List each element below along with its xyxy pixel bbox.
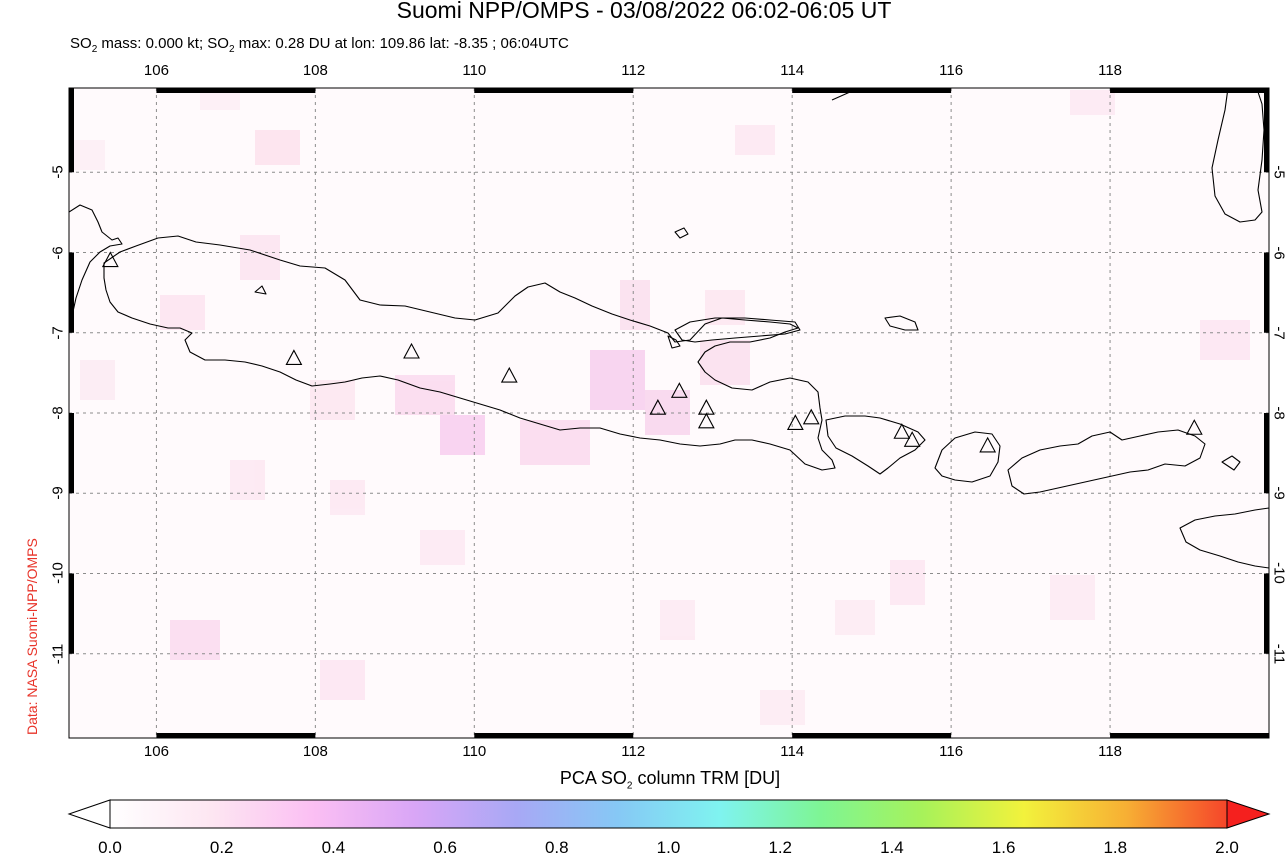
colorbar-over-arrow bbox=[1226, 799, 1271, 829]
lon-tick-label-top: 108 bbox=[302, 62, 328, 79]
lon-tick-label-bottom: 118 bbox=[1098, 743, 1123, 760]
triangle-icon bbox=[101, 251, 119, 268]
lat-tick-label-right: -8 bbox=[1270, 406, 1288, 420]
colorbar-tick-label: 2.0 bbox=[1215, 838, 1239, 857]
lat-tick-label-right: -5 bbox=[1270, 165, 1288, 179]
colorbar-tick-label: 0.2 bbox=[209, 838, 234, 857]
frame-band-left bbox=[69, 413, 74, 494]
map-grid bbox=[69, 88, 1269, 738]
triangle-icon bbox=[1185, 419, 1203, 435]
frame-band-right bbox=[1264, 88, 1269, 173]
coastlines bbox=[69, 88, 1269, 569]
java-coast bbox=[103, 235, 836, 471]
lon-tick-label-bottom: 114 bbox=[780, 743, 805, 760]
frame-band-bottom bbox=[1110, 733, 1269, 738]
triangle-icon bbox=[786, 414, 804, 430]
lon-tick-label-top: 106 bbox=[143, 62, 169, 79]
triangle-icon bbox=[670, 382, 688, 398]
colorbar-tick-label: 0.6 bbox=[433, 838, 457, 857]
triangle-icon bbox=[802, 408, 820, 425]
colorbar bbox=[67, 799, 1271, 829]
volcano-layer bbox=[101, 251, 1203, 453]
triangle-icon bbox=[403, 342, 420, 359]
lat-tick-label-right: -7 bbox=[1270, 326, 1288, 340]
lon-tick-label-top: 114 bbox=[780, 62, 805, 79]
lon-tick-label-bottom: 106 bbox=[143, 743, 169, 760]
lat-tick-label-left: -11 bbox=[49, 643, 67, 665]
triangle-icon bbox=[903, 431, 921, 447]
triangle-icon bbox=[893, 423, 911, 439]
lat-tick-label-right: -11 bbox=[1270, 643, 1288, 665]
colorbar-title: PCA SO2 column TRM [DU] bbox=[559, 768, 781, 792]
colorbar-tick-label: 1.8 bbox=[1103, 838, 1128, 857]
frame-band-top bbox=[792, 88, 952, 93]
frame-band-right bbox=[1264, 573, 1269, 654]
frame-band-bottom bbox=[474, 733, 634, 738]
triangle-icon bbox=[979, 436, 997, 453]
island-surabaya bbox=[667, 335, 681, 349]
triangle-icon bbox=[285, 349, 303, 365]
colorbar-bar bbox=[109, 799, 1228, 829]
island-thousand bbox=[254, 285, 267, 295]
frame-band-left bbox=[69, 573, 74, 654]
colorbar-under-arrow bbox=[67, 799, 111, 829]
bali-coast bbox=[825, 415, 926, 475]
lon-tick-label-bottom: 116 bbox=[939, 743, 964, 760]
lat-tick-label-right: -10 bbox=[1270, 562, 1288, 585]
sumba-coast bbox=[1179, 507, 1269, 569]
island-komodo bbox=[1221, 455, 1241, 471]
sumbawa-coast bbox=[1007, 429, 1206, 495]
colorbar-tick-label: 0.4 bbox=[321, 838, 346, 857]
lat-tick-label-left: -8 bbox=[49, 406, 67, 420]
map-subtitle: SO2 mass: 0.000 kt; SO2 max: 0.28 DU at … bbox=[70, 35, 569, 55]
borneo-coast-2 bbox=[1211, 88, 1265, 223]
lat-tick-label-left: -7 bbox=[49, 326, 67, 340]
colorbar-tick-label: 1.0 bbox=[656, 838, 681, 857]
frame-band-top bbox=[156, 88, 316, 93]
frame-band-bottom bbox=[792, 733, 952, 738]
lat-tick-label-left: -6 bbox=[49, 245, 67, 260]
colorbar-tick-label: 1.4 bbox=[880, 838, 904, 857]
colorbar-tick-label: 1.6 bbox=[991, 838, 1016, 857]
frame-band-left bbox=[69, 252, 74, 333]
lat-tick-label-right: -9 bbox=[1270, 486, 1288, 500]
frame-band-left bbox=[69, 88, 74, 173]
island-kangean bbox=[884, 315, 919, 331]
lon-tick-label-bottom: 110 bbox=[462, 743, 487, 760]
lon-tick-label-top: 110 bbox=[462, 62, 487, 79]
frame-band-bottom bbox=[156, 733, 316, 738]
triangle-icon bbox=[649, 399, 667, 415]
lat-tick-label-left: -10 bbox=[49, 562, 67, 585]
frame-band-right bbox=[1264, 413, 1269, 494]
madura-coast bbox=[674, 317, 801, 343]
colorbar-tick-label: 0.0 bbox=[98, 838, 122, 857]
lombok-coast bbox=[934, 431, 1001, 483]
map-frame bbox=[68, 87, 1270, 739]
lon-tick-label-top: 112 bbox=[621, 62, 646, 79]
island-karimunjawa bbox=[674, 227, 689, 239]
triangle-icon bbox=[500, 366, 518, 383]
sumatra-coast bbox=[69, 204, 123, 323]
lon-tick-label-bottom: 112 bbox=[621, 743, 646, 760]
lat-tick-label-left: -9 bbox=[49, 486, 67, 500]
frame-band-right bbox=[1264, 252, 1269, 333]
lat-tick-label-right: -6 bbox=[1270, 245, 1288, 260]
colorbar-tick-label: 1.2 bbox=[768, 838, 793, 857]
frame-band-top bbox=[1110, 88, 1269, 93]
lon-tick-label-bottom: 108 bbox=[302, 743, 328, 760]
lon-tick-label-top: 116 bbox=[939, 62, 964, 79]
lat-tick-label-left: -5 bbox=[49, 165, 67, 179]
map-title: Suomi NPP/OMPS - 03/08/2022 06:02-06:05 … bbox=[396, 0, 892, 23]
triangle-icon bbox=[697, 412, 715, 429]
lon-tick-label-top: 118 bbox=[1098, 62, 1123, 79]
colorbar-tick-label: 0.8 bbox=[544, 838, 569, 857]
frame-band-top bbox=[474, 88, 634, 93]
so2-pixel-layer bbox=[70, 90, 1250, 725]
